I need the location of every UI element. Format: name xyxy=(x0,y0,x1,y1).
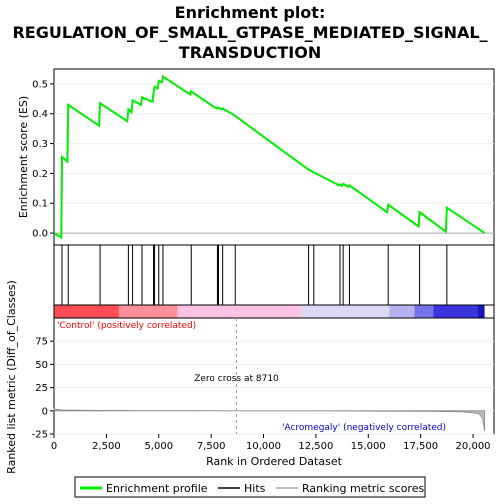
x-tick-label: 12,500 xyxy=(298,441,333,452)
x-tick-label: 5,000 xyxy=(144,441,173,452)
metric-y-tick-label: 75 xyxy=(35,337,48,348)
ranking-color-segment xyxy=(433,305,477,318)
x-tick-label: 17,500 xyxy=(403,441,438,452)
x-tick-label: 0 xyxy=(51,441,57,452)
x-tick-label: 20,000 xyxy=(456,441,491,452)
metric-y-axis-label: Ranked list metric (Diff_of_Classes) xyxy=(5,280,18,474)
ranking-color-segment xyxy=(389,305,414,318)
es-y-tick-label: 0.0 xyxy=(32,229,48,240)
es-y-tick-label: 0.3 xyxy=(32,139,48,150)
metric-y-tick-label: 0 xyxy=(42,406,48,417)
x-axis-ticks: 0 2,500 5,000 7,500 10,000 12,500 15,000 17,500… xyxy=(51,434,491,452)
ranking-color-segment xyxy=(301,305,389,318)
metric-panel-gridlines xyxy=(54,341,494,434)
es-y-tick-label: 0.5 xyxy=(32,79,48,90)
ranking-color-segment xyxy=(414,305,433,318)
es-y-tick-label: 0.4 xyxy=(32,109,48,120)
chart-title-line-3: TRANSDUCTION xyxy=(179,43,321,62)
ranking-color-segment xyxy=(477,305,484,318)
chart-title-line-1: Enrichment plot: xyxy=(175,3,326,22)
x-tick-label: 7,500 xyxy=(197,441,226,452)
x-tick-label: 15,000 xyxy=(351,441,386,452)
metric-y-tick-label: 50 xyxy=(35,360,48,371)
hits-panel-frame xyxy=(54,245,494,305)
chart-title-line-2: REGULATION_OF_SMALL_GTPASE_MEDIATED_SIGN… xyxy=(12,23,487,42)
ranking-color-segment xyxy=(178,305,302,318)
es-y-axis-ticks: 0.0 0.1 0.2 0.3 0.4 0.5 xyxy=(32,79,54,239)
legend-hits-label: Hits xyxy=(244,482,266,495)
es-y-tick-label: 0.2 xyxy=(32,169,48,180)
es-panel-gridlines xyxy=(54,84,494,233)
metric-y-axis-ticks: -25 0 25 50 75 xyxy=(32,337,54,441)
gene-hits-group xyxy=(62,245,447,305)
x-axis-label: Rank in Ordered Dataset xyxy=(206,455,343,468)
ranking-color-segment xyxy=(119,305,178,318)
enrichment-profile-line xyxy=(54,77,485,238)
x-tick-label: 10,000 xyxy=(246,441,281,452)
zero-cross-label: Zero cross at 8710 xyxy=(194,374,279,384)
ranking-color-bar xyxy=(54,305,485,318)
metric-y-tick-label: 25 xyxy=(35,383,48,394)
x-tick-label: 2,500 xyxy=(92,441,121,452)
es-y-tick-label: 0.1 xyxy=(32,199,48,210)
positive-class-label: 'Control' (positively correlated) xyxy=(57,321,196,331)
ranking-color-segment xyxy=(54,305,119,318)
es-y-axis-label: Enrichment score (ES) xyxy=(17,96,30,218)
legend-metric-label: Ranking metric scores xyxy=(302,482,424,495)
metric-y-tick-label: -25 xyxy=(32,430,48,441)
legend-enrichment-label: Enrichment profile xyxy=(106,482,208,495)
negative-class-label: 'Acromegaly' (negatively correlated) xyxy=(282,423,446,433)
